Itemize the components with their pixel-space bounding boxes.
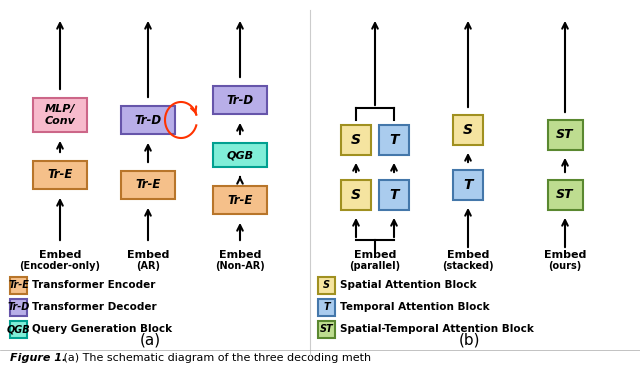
Text: Temporal Attention Block: Temporal Attention Block [340,302,490,312]
Text: Tr-D: Tr-D [227,93,253,106]
Text: (stacked): (stacked) [442,261,494,271]
Text: ST: ST [320,324,333,334]
Bar [379,180,409,210]
Text: (ours): (ours) [548,261,582,271]
Text: Tr-D: Tr-D [7,302,29,312]
Text: Tr-E: Tr-E [8,280,29,290]
Bar [379,125,409,155]
Text: Tr-E: Tr-E [47,169,73,182]
Text: ST: ST [556,128,573,141]
Bar [33,161,87,189]
Text: Embed: Embed [39,250,81,260]
Bar [33,98,87,132]
Bar [121,106,175,134]
Text: (Encoder-only): (Encoder-only) [19,261,100,271]
Text: S: S [351,188,361,202]
Text: T: T [463,178,473,192]
Text: MLP/
Conv: MLP/ Conv [45,104,76,126]
Text: T: T [323,302,330,312]
Text: S: S [323,280,330,290]
Bar [213,186,267,214]
Text: Tr-E: Tr-E [135,179,161,192]
Text: Spatial Attention Block: Spatial Attention Block [340,280,477,290]
Bar [318,298,335,315]
Text: Spatial-Temporal Attention Block: Spatial-Temporal Attention Block [340,324,534,334]
Bar [341,180,371,210]
Bar [453,170,483,200]
Text: Figure 1.: Figure 1. [10,353,67,363]
Bar [213,143,267,167]
Text: Embed: Embed [127,250,169,260]
Text: S: S [463,123,473,137]
Text: Embed: Embed [219,250,261,260]
Text: Query Generation Block: Query Generation Block [32,324,172,334]
Text: (b): (b) [460,333,481,347]
Text: T: T [389,133,399,147]
Text: QGB: QGB [6,324,30,334]
Bar [213,86,267,114]
Bar [318,276,335,294]
Text: (Non-AR): (Non-AR) [215,261,265,271]
Text: Transformer Decoder: Transformer Decoder [32,302,157,312]
Text: (AR): (AR) [136,261,160,271]
Text: T: T [389,188,399,202]
Text: Tr-D: Tr-D [134,113,161,126]
Bar [547,120,582,150]
Text: ST: ST [556,189,573,202]
Text: S: S [351,133,361,147]
Bar [10,298,27,315]
Bar [10,321,27,337]
Text: Embed: Embed [354,250,396,260]
Bar [10,276,27,294]
Bar [547,180,582,210]
Text: QGB: QGB [227,150,253,160]
Bar [341,125,371,155]
Text: Embed: Embed [544,250,586,260]
Text: (a) The schematic diagram of the three decoding meth: (a) The schematic diagram of the three d… [60,353,371,363]
Text: (a): (a) [140,333,161,347]
Text: Embed: Embed [447,250,489,260]
Text: Transformer Encoder: Transformer Encoder [32,280,156,290]
Bar [318,321,335,337]
Text: (parallel): (parallel) [349,261,401,271]
Bar [453,115,483,145]
Bar [121,171,175,199]
Text: Tr-E: Tr-E [227,193,253,206]
